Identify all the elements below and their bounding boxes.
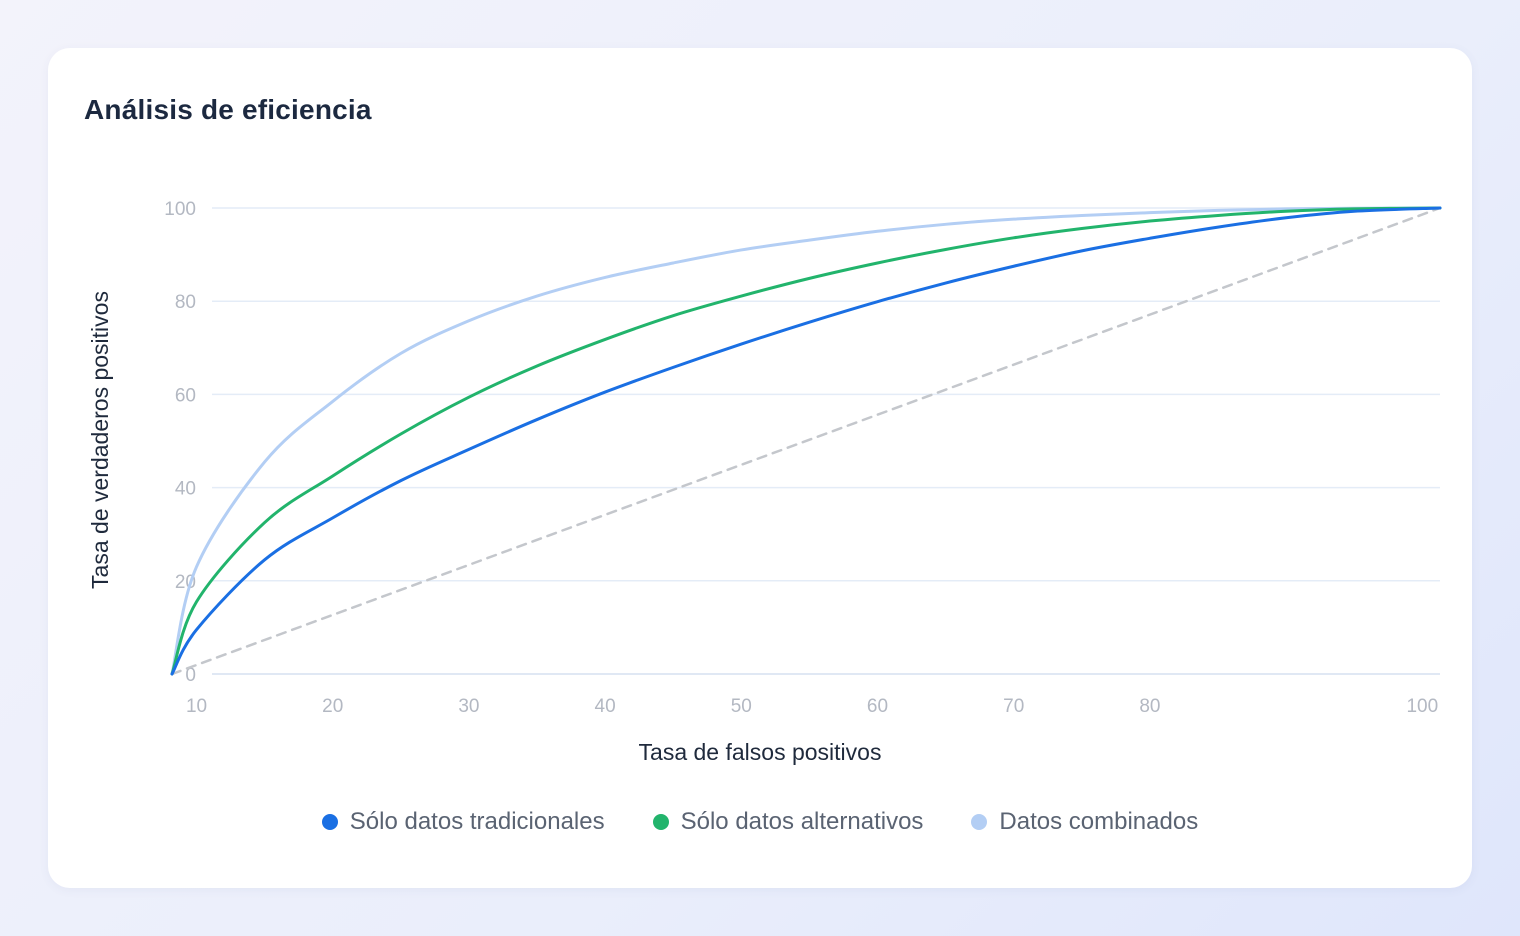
y-tick-label: 60: [175, 385, 196, 406]
x-tick-label: 60: [867, 696, 888, 717]
y-tick-label: 80: [175, 292, 196, 313]
x-tick-label: 100: [1406, 696, 1438, 717]
series-line: [170, 206, 1442, 676]
x-tick-label: 20: [322, 696, 343, 717]
legend-label: Datos combinados: [999, 808, 1199, 835]
grid-lines: [212, 207, 1440, 675]
series-line: [170, 206, 1442, 676]
x-tick-label: 50: [731, 696, 752, 717]
legend-label: Sólo datos tradicionales: [349, 808, 605, 835]
x-tick-label: 30: [458, 696, 479, 717]
legend-item: Sólo datos alternativos: [652, 808, 924, 836]
x-tick-label: 10: [186, 696, 207, 717]
chart-card: Análisis de eficiencia 0 20 40 60 80 100 10 20…: [48, 48, 1472, 888]
x-tick-labels: 10 20 30 40 50 60 70 80 100: [186, 696, 1438, 717]
chart-title: Análisis de eficiencia: [84, 94, 372, 125]
y-axis-label: Tasa de verdaderos positivos: [87, 291, 113, 589]
series-line: [170, 206, 1442, 676]
y-tick-labels: 0 20 40 60 80 100: [164, 199, 196, 686]
chart-legend: Sólo datos tradicionales Sólo datos alter…: [48, 808, 1472, 836]
legend-dot-icon: [321, 814, 338, 830]
legend-item: Datos combinados: [971, 808, 1198, 836]
y-tick-label: 20: [175, 572, 196, 593]
x-tick-label: 80: [1139, 696, 1160, 717]
y-tick-label: 40: [175, 479, 196, 500]
x-axis-label: Tasa de falsos positivos: [639, 739, 882, 765]
series-lines: [170, 206, 1442, 676]
x-tick-label: 40: [595, 696, 616, 717]
legend-dot-icon: [652, 814, 669, 830]
legend-dot-icon: [971, 814, 988, 830]
x-tick-label: 70: [1003, 696, 1024, 717]
y-tick-label: 100: [164, 199, 196, 220]
roc-chart: 0 20 40 60 80 100 10 20 30 40 50 60 70 80 100 Tasa de…: [87, 199, 1442, 765]
y-tick-label: 0: [185, 665, 196, 686]
legend-label: Sólo datos alternativos: [680, 808, 924, 835]
reference-diagonal-line: [170, 206, 1442, 676]
legend-item: Sólo datos tradicionales: [321, 808, 605, 836]
